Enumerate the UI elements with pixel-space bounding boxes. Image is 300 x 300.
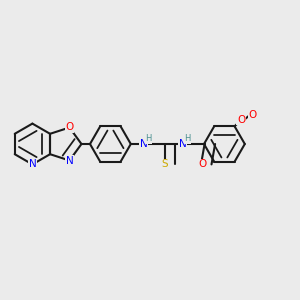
Text: S: S bbox=[161, 159, 168, 170]
Text: O: O bbox=[65, 122, 74, 133]
Text: N: N bbox=[140, 139, 148, 149]
Text: O: O bbox=[199, 159, 207, 170]
Text: O: O bbox=[248, 110, 257, 120]
Text: H: H bbox=[184, 134, 191, 143]
Text: N: N bbox=[66, 155, 73, 166]
Text: H: H bbox=[146, 134, 152, 143]
Text: O: O bbox=[237, 115, 245, 125]
Text: N: N bbox=[179, 139, 187, 149]
Text: N: N bbox=[28, 159, 36, 170]
